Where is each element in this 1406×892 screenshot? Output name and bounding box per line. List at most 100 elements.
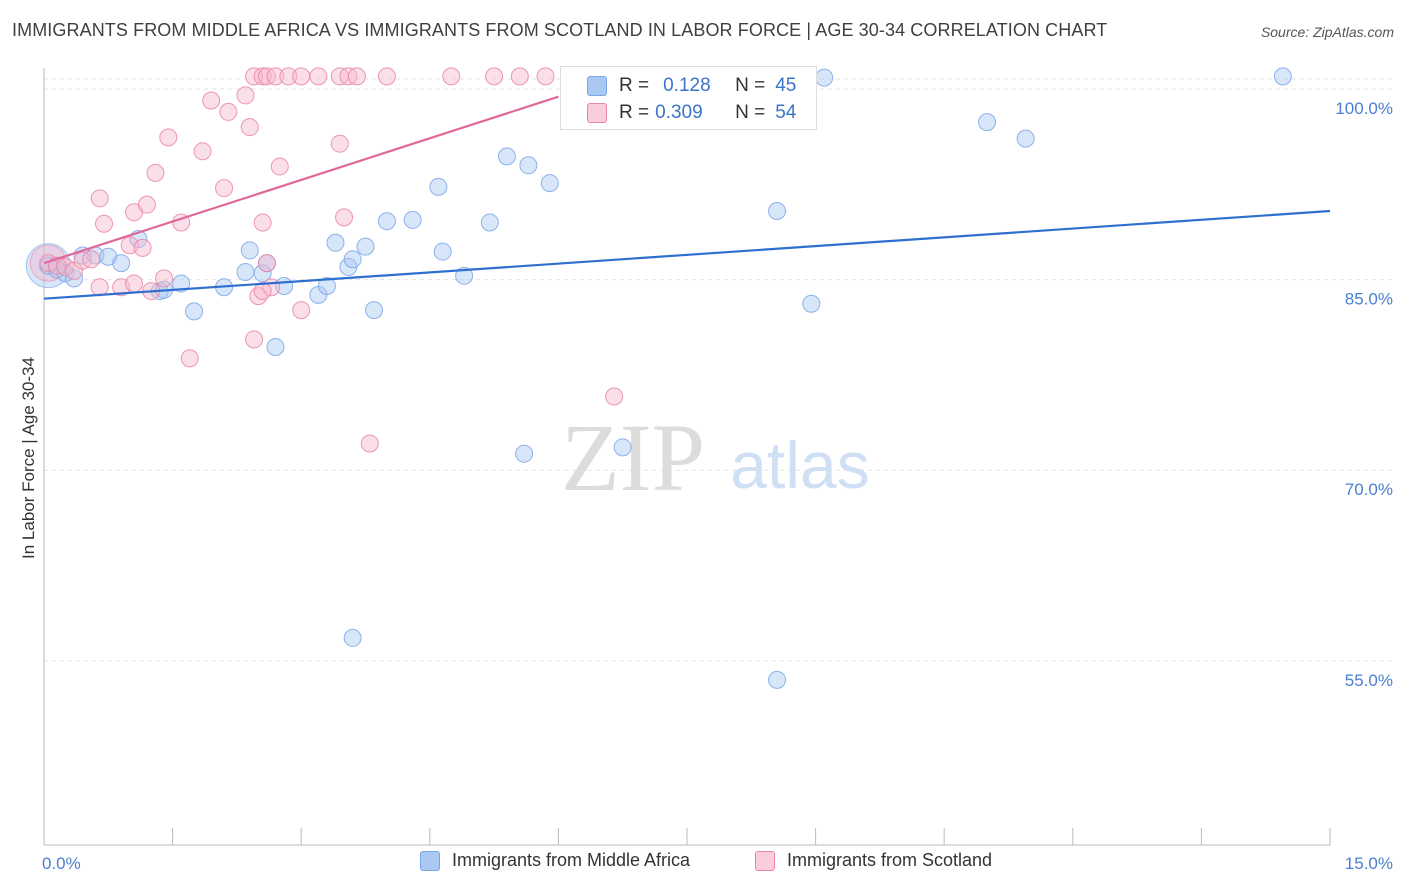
axes [43,68,1331,846]
point-middle-africa [768,670,787,689]
point-middle-africa [185,302,204,321]
data-points [25,67,1292,689]
point-middle-africa [317,276,336,295]
legend-label-middle-africa: Immigrants from Middle Africa [452,850,691,870]
point-scotland [253,282,272,301]
point-scotland [155,269,174,288]
point-middle-africa [515,444,534,463]
x-tick-label: 15.0% [1345,854,1393,873]
stats-row-scotland: R = 0.309 N = 54 [587,101,796,125]
stats-n-value: 45 [775,75,797,96]
stats-n-label: N = [735,102,766,123]
point-scotland [180,349,199,368]
point-middle-africa [429,177,448,196]
stats-swatch-scotland [587,103,607,123]
point-scotland [257,254,276,273]
point-scotland [202,91,221,110]
point-middle-africa [326,233,345,252]
watermark-atlas: atlas [730,428,869,502]
y-tick-label: 55.0% [1345,671,1393,690]
chart-title: IMMIGRANTS FROM MIDDLE AFRICA VS IMMIGRA… [12,20,1108,40]
trend-line-middle-africa [43,209,1331,300]
point-middle-africa [540,174,559,193]
stats-r-label: R = [619,102,650,123]
point-scotland [485,67,504,86]
stats-legend-box: R = 0.128 N = 45 R = 0.309 N = 54 [560,66,817,130]
point-scotland [90,278,109,297]
point-scotland [377,67,396,86]
point-middle-africa [433,242,452,261]
point-middle-africa [112,254,131,273]
point-scotland [347,67,366,86]
point-scotland [245,330,264,349]
point-middle-africa [455,266,474,285]
legend-swatch-middle-africa [420,850,440,871]
point-scotland [137,195,156,214]
legend-label-scotland: Immigrants from Scotland [787,850,993,870]
y-tick-label: 100.0% [1335,99,1393,118]
point-middle-africa [403,210,422,229]
point-scotland [360,434,379,453]
x-tick-label: 0.0% [42,854,81,873]
stats-r-value: 0.309 [655,102,703,123]
point-scotland [510,67,529,86]
point-scotland [309,67,328,86]
legend-swatch-scotland [755,850,775,871]
point-middle-africa [253,264,272,283]
point-scotland [133,238,152,257]
point-middle-africa [497,147,516,166]
point-scotland [253,213,272,232]
bottom-legend: Immigrants from Middle Africa Immigrants… [0,850,1406,880]
point-scotland [159,128,178,147]
point-middle-africa [343,250,362,269]
point-scotland [266,67,285,86]
chart-source: Source: ZipAtlas.com [1260,24,1394,40]
point-scotland [125,274,144,293]
point-middle-africa [1273,67,1292,86]
point-scotland [215,179,234,198]
point-scotland [253,67,272,86]
point-scotland [330,134,349,153]
trend-line-scotland [43,95,559,265]
point-scotland [90,189,109,208]
y-tick-label: 70.0% [1345,480,1393,499]
y-tick-label: 85.0% [1345,290,1393,309]
stats-r-label: R = [619,75,650,96]
point-scotland [335,208,354,227]
point-middle-africa [236,263,255,282]
stats-n-label: N = [735,75,766,96]
point-scotland [292,67,311,86]
watermark: ZIP atlas [561,404,870,511]
trend-lines [43,95,1331,300]
point-scotland [193,142,212,161]
point-middle-africa [266,337,285,356]
point-scotland [605,387,624,406]
point-scotland [146,163,165,182]
point-scotland [279,67,298,86]
point-middle-africa [768,202,787,221]
point-middle-africa [356,237,375,256]
point-middle-africa [480,213,499,232]
stats-row-middle-africa: R = 0.128 N = 45 [587,74,796,98]
point-middle-africa [365,301,384,320]
legend-item-middle-africa[interactable]: Immigrants from Middle Africa [420,850,690,871]
stats-r-value: 0.128 [663,75,711,96]
stats-swatch-middle-africa [587,76,607,96]
point-scotland [442,67,461,86]
point-scotland [82,250,101,269]
point-scotland [240,118,259,137]
stats-n-value: 54 [775,102,797,123]
point-middle-africa [172,274,191,293]
legend-item-scotland[interactable]: Immigrants from Scotland [755,850,992,871]
point-middle-africa [1016,129,1035,148]
point-middle-africa [240,241,259,260]
point-scotland [219,102,238,121]
point-middle-africa [343,628,362,647]
point-middle-africa [377,212,396,231]
point-middle-africa [978,113,997,132]
point-middle-africa [802,294,821,313]
grid-lines [44,78,1392,662]
point-middle-africa [613,438,632,457]
point-scotland [95,214,114,233]
